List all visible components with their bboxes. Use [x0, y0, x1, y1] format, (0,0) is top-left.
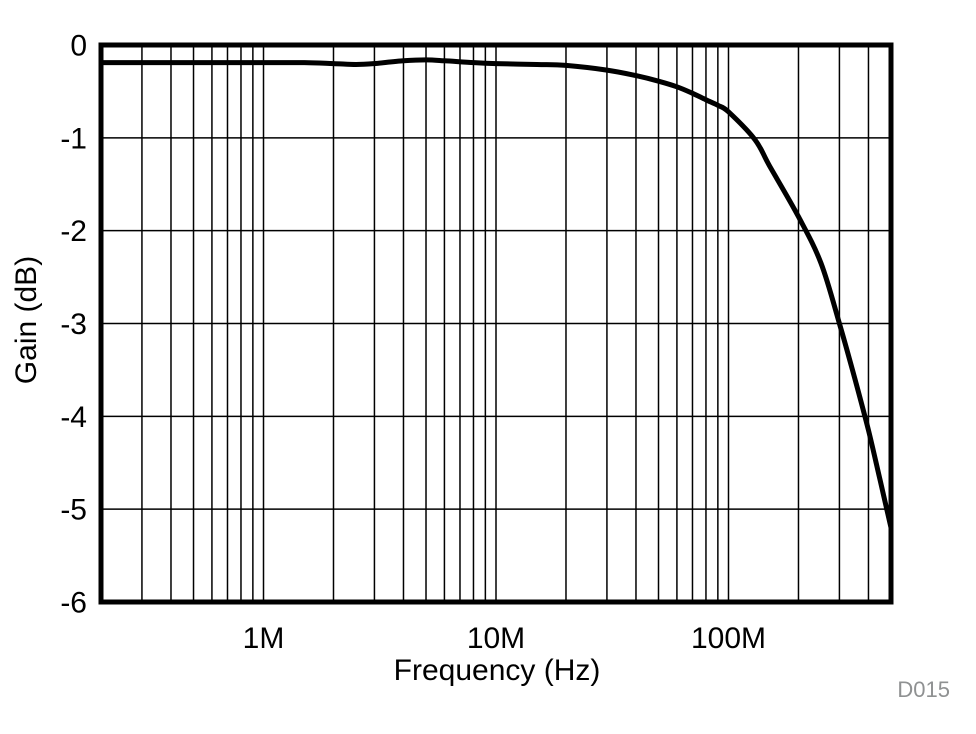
x-axis-title: Frequency (Hz): [393, 654, 601, 687]
y-tick-label: -5: [60, 494, 87, 527]
x-tick-label: 100M: [691, 622, 766, 655]
plot-border: [98, 42, 894, 605]
x-tick-label: 10M: [467, 622, 525, 655]
y-tick-label: 0: [70, 30, 87, 63]
x-tick-label: 1M: [243, 622, 285, 655]
figure-id-label: D015: [897, 677, 950, 702]
gain-curve: [100, 57, 894, 529]
y-tick-label: -6: [60, 587, 87, 620]
y-tick-label: -2: [60, 215, 87, 248]
y-tick-label: -1: [60, 122, 87, 155]
y-tick-label: -4: [60, 401, 87, 434]
y-tick-label: -3: [60, 308, 87, 341]
y-axis-title: Gain (dB): [10, 255, 43, 385]
